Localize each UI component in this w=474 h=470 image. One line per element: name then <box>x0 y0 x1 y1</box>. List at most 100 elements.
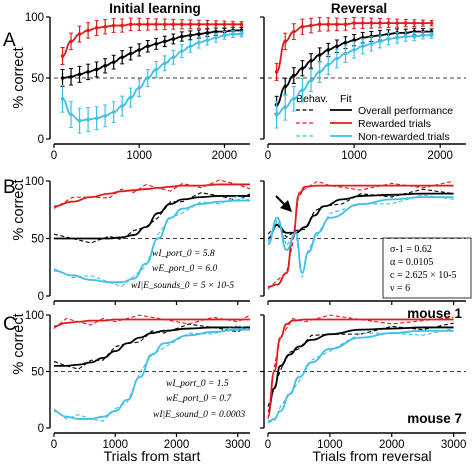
data-point <box>145 44 150 49</box>
data-point <box>292 96 296 101</box>
legend-header-fit: Fit <box>340 93 352 105</box>
mouse-label-b: mouse 1 <box>407 306 462 321</box>
data-point <box>412 34 417 39</box>
param-b-right-0: σ-1 = 0.62 <box>390 244 432 255</box>
series-line-overall-performance <box>267 192 454 240</box>
plot-a-reversal: 0 1000 2000 <box>260 16 466 162</box>
data-point <box>231 22 235 27</box>
data-point <box>111 110 116 114</box>
legend-header-behav: Behav. <box>296 93 328 105</box>
data-point <box>386 21 391 25</box>
data-point <box>214 35 218 40</box>
data-point <box>335 56 339 61</box>
param-c-left-0: wI_port_0 = 1.5 <box>166 379 229 389</box>
data-point <box>128 95 133 100</box>
param-b-left-0: wI_port_0 = 5.8 <box>152 249 215 259</box>
x-tick-label: 1000 <box>102 439 128 451</box>
data-point <box>205 31 210 35</box>
param-c-left-1: wE_port_0 = 0.7 <box>166 394 233 404</box>
param-b-right-2: c = 2.625 × 10-5 <box>390 270 457 281</box>
data-point <box>326 22 331 27</box>
series-line-rewarded-trials <box>267 184 454 288</box>
data-point <box>300 24 305 29</box>
data-point <box>60 54 65 58</box>
data-point <box>137 22 142 27</box>
data-point <box>335 44 339 49</box>
series-line-non-rewarded-trials <box>53 328 250 420</box>
data-point <box>283 105 288 110</box>
data-point <box>274 112 279 117</box>
behavior-trace-overall-performance <box>267 188 454 238</box>
data-point <box>239 22 244 27</box>
data-point <box>94 116 99 121</box>
data-point <box>137 48 142 52</box>
data-point <box>309 59 313 63</box>
x-tick-label: 3000 <box>441 439 467 451</box>
data-point <box>317 22 322 27</box>
panel-label-a: A <box>3 30 16 51</box>
behavior-trace-overall-performance <box>53 323 251 370</box>
data-point <box>94 67 99 72</box>
x-tick-label: 2000 <box>212 150 238 162</box>
series-line-overall-performance <box>267 326 454 412</box>
data-point <box>197 32 201 36</box>
data-point <box>309 78 313 83</box>
series-line-rewarded-trials <box>267 318 454 418</box>
y-tick-label: 100 <box>25 12 44 24</box>
data-point <box>154 22 159 27</box>
data-point <box>111 23 116 28</box>
data-point <box>360 21 365 25</box>
data-point <box>292 29 296 34</box>
data-point <box>283 84 288 89</box>
x-tick-label: 0 <box>265 150 271 162</box>
data-point <box>360 44 365 49</box>
param-c-left-2: wI|E_sound_0 = 0.0003 <box>153 410 245 420</box>
data-point <box>69 39 73 44</box>
param-box-b-right <box>382 237 472 299</box>
behavior-trace-overall-performance <box>53 192 251 244</box>
data-point <box>197 22 201 27</box>
behavior-trace-rewarded-trials <box>267 180 454 290</box>
legend-label-overall: Overall performance <box>358 105 453 117</box>
data-point <box>60 76 65 80</box>
series-line-non-rewarded-trials <box>267 196 454 274</box>
ylabel-a: % correct <box>11 47 27 108</box>
data-point <box>128 22 133 27</box>
x-tick-label: 0 <box>51 439 57 451</box>
behavior-trace-overall-performance <box>267 322 454 407</box>
data-point <box>369 21 374 25</box>
ylabel-c: % correct <box>11 313 27 374</box>
series-line-non-rewarded-trials <box>62 33 242 122</box>
x-tick-label: 1000 <box>317 439 343 451</box>
x-tick-label: 2000 <box>164 439 190 451</box>
behavior-trace-non-rewarded-trials <box>53 195 251 288</box>
data-point <box>103 114 107 118</box>
data-point <box>343 40 348 45</box>
data-point <box>222 33 227 38</box>
data-point <box>69 112 73 117</box>
behavior-trace-rewarded-trials <box>53 314 251 329</box>
series-line-overall-performance <box>62 29 242 79</box>
y-tick-label: 0 <box>38 423 44 435</box>
data-point <box>137 85 142 90</box>
data-point <box>395 35 399 40</box>
panel-label-b: B <box>3 177 16 198</box>
data-point <box>403 34 408 39</box>
behavior-trace-non-rewarded-trials <box>267 328 454 422</box>
param-b-left-2: wI|E_sounds_0 = 5 × 10-5 <box>131 281 234 291</box>
data-point <box>60 96 65 101</box>
mouse-label-c: mouse 7 <box>407 411 462 426</box>
data-point <box>154 67 159 72</box>
y-tick-label: 50 <box>31 234 44 246</box>
data-point <box>343 51 348 56</box>
data-point <box>103 64 107 68</box>
data-point <box>154 42 159 46</box>
data-point <box>421 21 425 25</box>
param-b-left-1: wE_port_0 = 6.0 <box>152 264 218 274</box>
y-tick-label: 0 <box>38 291 44 303</box>
data-point <box>120 23 124 28</box>
data-point <box>171 22 176 27</box>
legend-label-rewarded: Rewarded trials <box>358 118 431 130</box>
data-point <box>352 21 356 25</box>
ylabel-b: % correct <box>11 179 27 240</box>
